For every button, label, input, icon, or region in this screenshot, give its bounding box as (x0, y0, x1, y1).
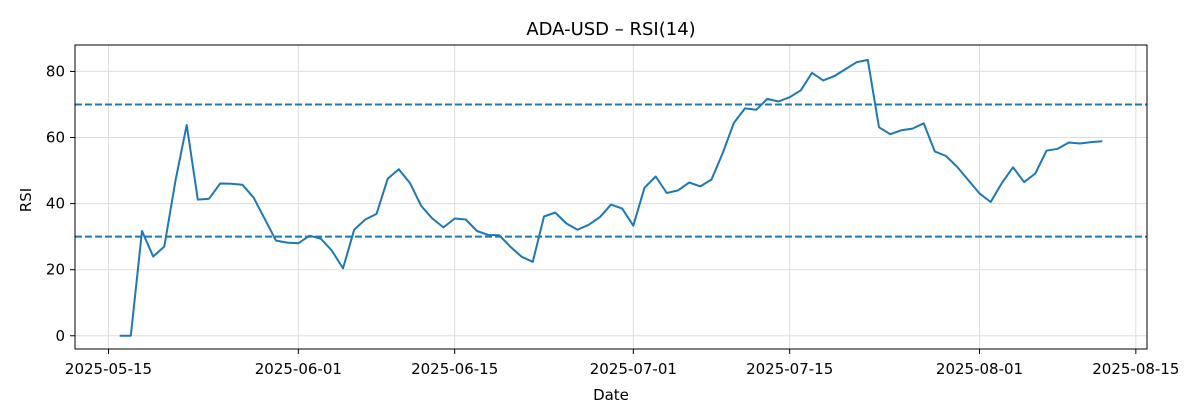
x-tick-label: 2025-06-15 (411, 360, 498, 378)
x-tick-label: 2025-08-01 (936, 360, 1023, 378)
y-tick-label: 60 (46, 129, 65, 147)
reference-lines (75, 103, 1147, 238)
chart-title: ADA-USD – RSI(14) (526, 19, 695, 40)
y-axis-label: RSI (17, 188, 35, 212)
rsi-series-line (119, 58, 1103, 337)
x-tick-label: 2025-08-15 (1092, 360, 1179, 378)
series-layer (119, 58, 1103, 337)
y-tick-label: 20 (46, 261, 65, 279)
x-tick-label: 2025-06-01 (255, 360, 342, 378)
y-tick-label: 40 (46, 195, 65, 213)
y-tick-label: 80 (46, 62, 65, 80)
plot-area-frame (74, 44, 1148, 350)
x-axis-label: Date (593, 386, 629, 404)
ticks: 2025-05-15 2025-06-01 2025-06-15 2025-07-01… (46, 62, 1180, 378)
y-tick-label: 0 (55, 327, 65, 345)
x-tick-label: 2025-07-01 (590, 360, 677, 378)
x-tick-label: 2025-07-15 (746, 360, 833, 378)
x-tick-label: 2025-05-15 (65, 360, 152, 378)
grid (75, 45, 1147, 349)
